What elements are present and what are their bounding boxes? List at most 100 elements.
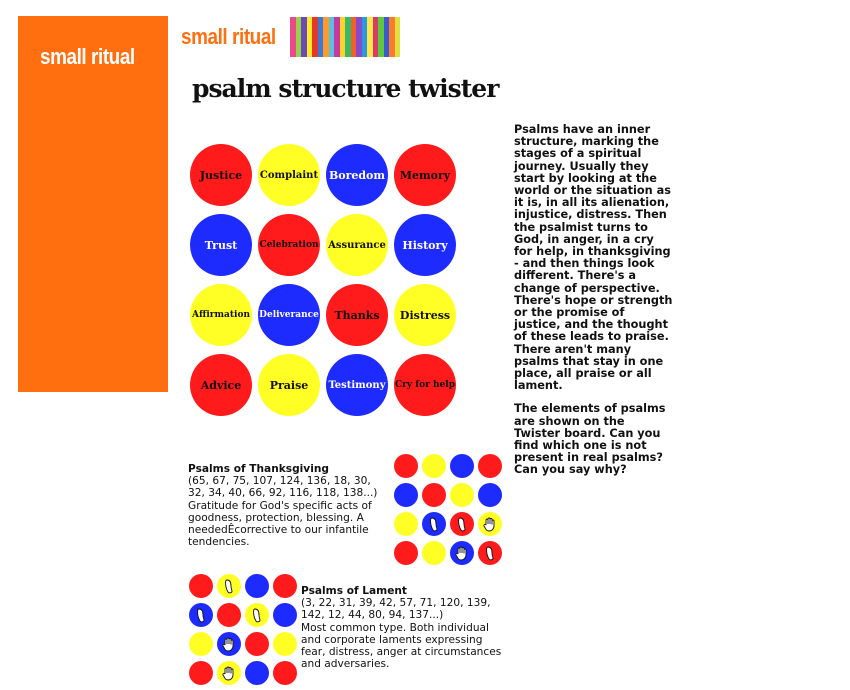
thanksgiving-dot bbox=[422, 483, 446, 507]
lament-dot bbox=[245, 661, 269, 685]
stripe bbox=[394, 17, 400, 57]
twister-circle-label: Advice bbox=[200, 378, 242, 392]
twister-circle-boredom: Boredom bbox=[326, 144, 388, 206]
hand-icon bbox=[454, 545, 470, 561]
twister-circle-complaint: Complaint bbox=[258, 144, 320, 206]
foot-icon bbox=[426, 516, 442, 532]
foot-icon bbox=[221, 578, 237, 594]
lament-dot bbox=[245, 632, 269, 656]
twister-circle-label: Thanks bbox=[334, 308, 380, 322]
lament-section: Psalms of Lament (3, 22, 31, 39, 42, 57,… bbox=[301, 585, 506, 670]
thanksgiving-dot bbox=[478, 541, 502, 565]
stripe bbox=[383, 17, 389, 57]
twister-circle-label: Deliverance bbox=[259, 310, 319, 320]
lament-dot bbox=[273, 632, 297, 656]
lament-dot bbox=[273, 661, 297, 685]
foot-icon bbox=[193, 607, 209, 623]
thanksgiving-dot bbox=[450, 454, 474, 478]
lament-dot bbox=[217, 661, 241, 685]
twister-circle-advice: Advice bbox=[190, 354, 252, 416]
lament-psalm-numbers: (3, 22, 31, 39, 42, 57, 71, 120, 139, 14… bbox=[301, 597, 491, 622]
lament-dot bbox=[189, 661, 213, 685]
foot-icon bbox=[249, 607, 265, 623]
stripe bbox=[389, 17, 395, 57]
twister-circle-label: Boredom bbox=[328, 168, 386, 182]
twister-circle-label: Praise bbox=[269, 378, 309, 392]
lament-dot bbox=[189, 603, 213, 627]
hand-icon bbox=[482, 516, 498, 532]
twister-circle-cry-for-help: Cry for help bbox=[394, 354, 456, 416]
twister-circle-praise: Praise bbox=[258, 354, 320, 416]
stripe bbox=[378, 17, 384, 57]
twister-circle-trust: Trust bbox=[190, 214, 252, 276]
twister-circle-affirmation: Affirmation bbox=[190, 284, 252, 346]
stripe bbox=[295, 17, 301, 57]
lament-dot bbox=[217, 574, 241, 598]
twister-circle-testimony: Testimony bbox=[326, 354, 388, 416]
stripe bbox=[301, 17, 307, 57]
lament-dot bbox=[189, 632, 213, 656]
twister-circle-label: Memory bbox=[399, 168, 451, 182]
twister-circle-memory: Memory bbox=[394, 144, 456, 206]
lament-dot bbox=[245, 574, 269, 598]
stripe bbox=[306, 17, 312, 57]
stripe bbox=[317, 17, 323, 57]
foot-icon bbox=[482, 545, 498, 561]
thanksgiving-dot bbox=[478, 454, 502, 478]
stripe bbox=[367, 17, 373, 57]
stripe bbox=[328, 17, 334, 57]
thanksgiving-dot bbox=[422, 541, 446, 565]
twister-circle-label: History bbox=[402, 238, 448, 252]
twister-circle-label: Assurance bbox=[328, 239, 386, 251]
lament-dot bbox=[245, 603, 269, 627]
thanksgiving-dot bbox=[394, 454, 418, 478]
stripe bbox=[356, 17, 362, 57]
page-title: psalm structure twister bbox=[192, 74, 499, 103]
thanksgiving-dot bbox=[394, 483, 418, 507]
stripe bbox=[372, 17, 378, 57]
twister-circle-label: Cry for help bbox=[395, 380, 455, 390]
stripe bbox=[345, 17, 351, 57]
twister-circle-label: Justice bbox=[199, 168, 243, 182]
thanksgiving-psalm-numbers: (65, 67, 75, 107, 124, 136, 18, 30, 32, … bbox=[188, 475, 378, 500]
thanksgiving-dot bbox=[478, 483, 502, 507]
hand-icon bbox=[221, 665, 237, 681]
stripe bbox=[334, 17, 340, 57]
thanksgiving-dot bbox=[394, 541, 418, 565]
twister-circle-label: Affirmation bbox=[191, 310, 250, 320]
twister-circle-history: History bbox=[394, 214, 456, 276]
lament-dot bbox=[273, 603, 297, 627]
twister-circle-label: Celebration bbox=[259, 240, 319, 250]
twister-circle-distress: Distress bbox=[394, 284, 456, 346]
twister-circle-assurance: Assurance bbox=[326, 214, 388, 276]
stripe bbox=[350, 17, 356, 57]
thanksgiving-description: Gratitude for God's specific acts of goo… bbox=[188, 499, 372, 549]
thanksgiving-dot bbox=[422, 512, 446, 536]
lament-dot bbox=[189, 574, 213, 598]
intro-question: The elements of psalms are shown on the … bbox=[514, 402, 666, 477]
twister-circle-celebration: Celebration bbox=[258, 214, 320, 276]
lament-dot bbox=[217, 632, 241, 656]
intro-text: Psalms have an inner structure, marking … bbox=[514, 123, 674, 488]
sidebar-logo[interactable]: small ritual bbox=[40, 44, 135, 69]
stripe bbox=[361, 17, 367, 57]
thanksgiving-heading: Psalms of Thanksgiving bbox=[188, 463, 329, 475]
thanksgiving-dot bbox=[478, 512, 502, 536]
twister-circle-justice: Justice bbox=[190, 144, 252, 206]
twister-circle-label: Testimony bbox=[328, 379, 386, 391]
thanksgiving-section: Psalms of Thanksgiving (65, 67, 75, 107,… bbox=[188, 463, 388, 548]
lament-description: Most common type. Both individual and co… bbox=[301, 621, 502, 671]
stripe bbox=[290, 17, 296, 57]
twister-circle-label: Distress bbox=[399, 308, 451, 322]
foot-icon bbox=[454, 516, 470, 532]
thanksgiving-dot bbox=[450, 483, 474, 507]
thanksgiving-dot bbox=[450, 541, 474, 565]
stripe bbox=[323, 17, 329, 57]
hand-icon bbox=[221, 636, 237, 652]
twister-circle-thanks: Thanks bbox=[326, 284, 388, 346]
header-logo[interactable]: small ritual bbox=[181, 24, 276, 49]
stripe bbox=[339, 17, 345, 57]
sidebar: small ritual bbox=[18, 16, 168, 392]
lament-heading: Psalms of Lament bbox=[301, 585, 407, 597]
twister-circle-deliverance: Deliverance bbox=[258, 284, 320, 346]
